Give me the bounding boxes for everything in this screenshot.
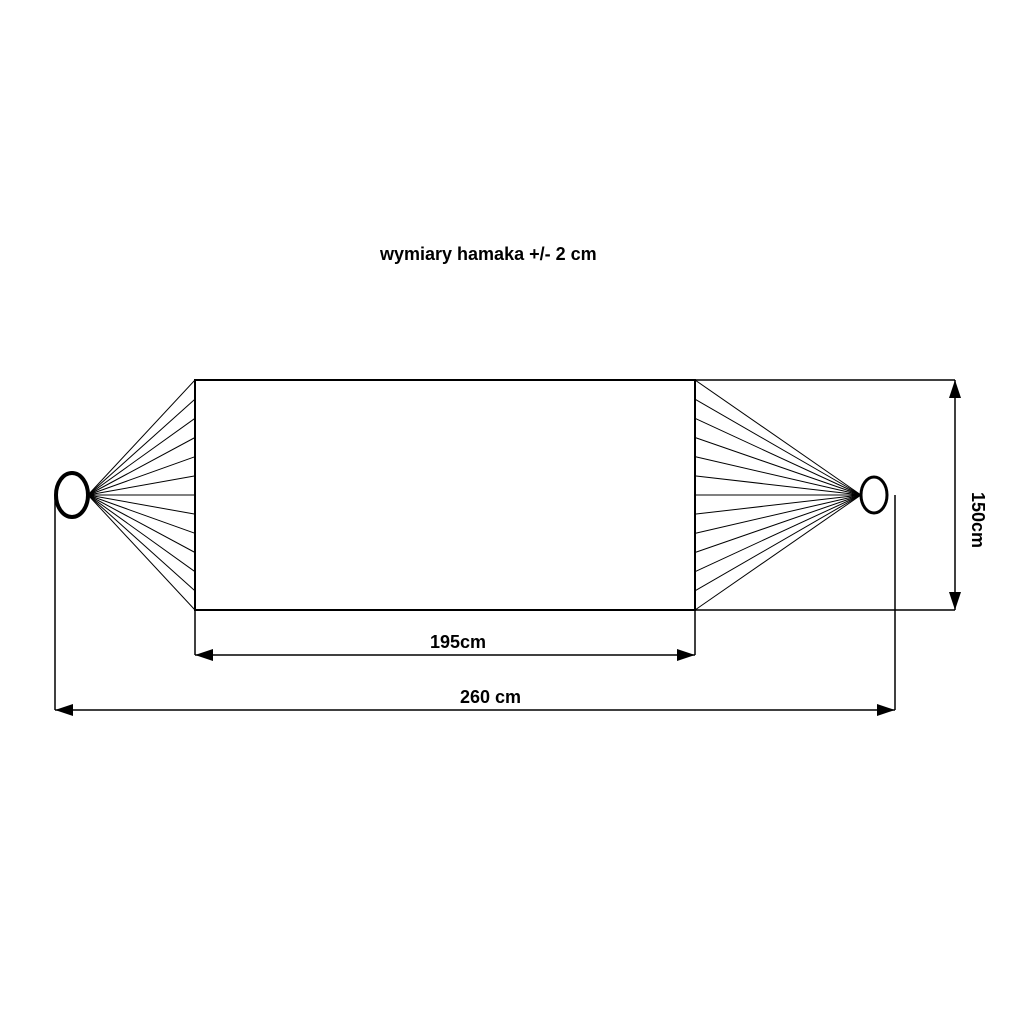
hammock-ring-right [861, 477, 887, 513]
svg-text:195cm: 195cm [430, 632, 486, 652]
hammock-body [195, 380, 695, 610]
hammock-ring-left [56, 473, 88, 517]
dimension-body-width: 195cm [195, 610, 695, 661]
svg-text:150cm: 150cm [968, 492, 988, 548]
svg-text:260 cm: 260 cm [460, 687, 521, 707]
diagram-title: wymiary hamaka +/- 2 cm [379, 244, 597, 264]
hammock-diagram [56, 380, 887, 610]
